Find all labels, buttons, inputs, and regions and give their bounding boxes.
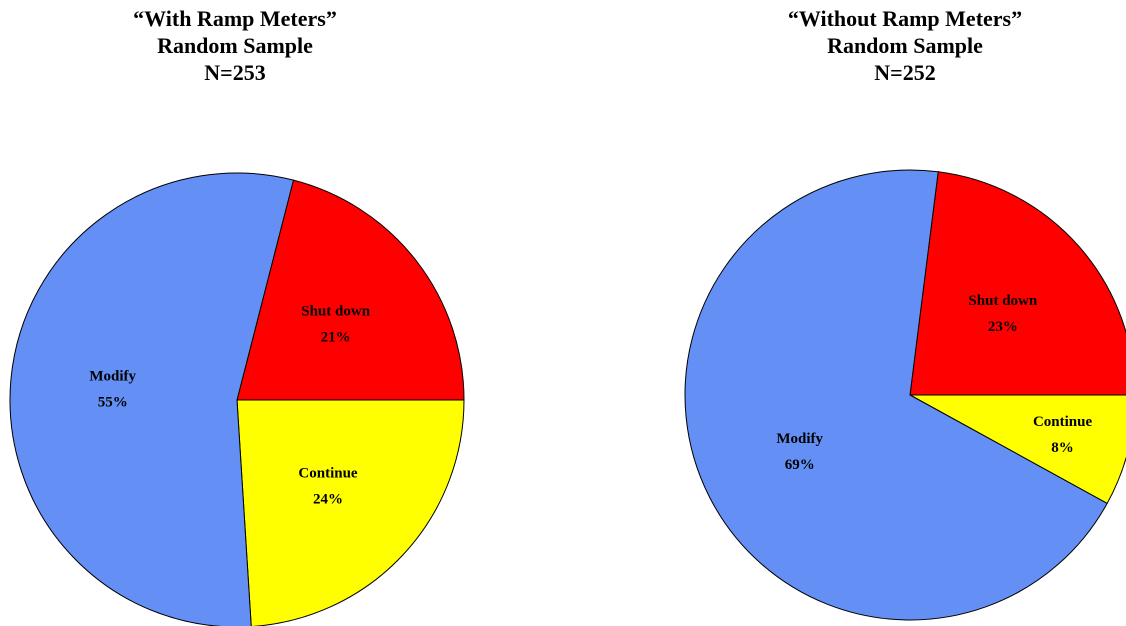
chart-title: “With Ramp Meters”: [133, 6, 337, 31]
slice-value-label: 24%: [313, 491, 343, 507]
slice-label: Continue: [298, 465, 358, 481]
pie-slice: [236, 399, 465, 626]
chart-title: Random Sample: [827, 33, 983, 58]
slice-label: Modify: [776, 431, 823, 447]
slice-value-label: 8%: [1051, 440, 1074, 456]
slice-value-label: 69%: [785, 457, 815, 473]
pie-slice: [684, 169, 1108, 621]
chart-title: N=252: [874, 60, 935, 85]
slice-label: Modify: [89, 368, 136, 384]
slice-value-label: 21%: [321, 329, 351, 345]
slice-label: Continue: [1033, 414, 1093, 430]
slice-value-label: 23%: [988, 319, 1018, 335]
slice-value-label: 55%: [98, 394, 128, 410]
slice-label: Shut down: [301, 303, 370, 319]
chart-title: N=253: [204, 60, 265, 85]
chart-title: “Without Ramp Meters”: [788, 6, 1022, 31]
pie-slice: [909, 171, 1126, 396]
pie-slice: [9, 172, 295, 626]
chart-title: Random Sample: [157, 33, 313, 58]
slice-label: Shut down: [968, 293, 1037, 309]
pie-slice: [909, 394, 1126, 505]
pie-slice: [236, 179, 465, 401]
